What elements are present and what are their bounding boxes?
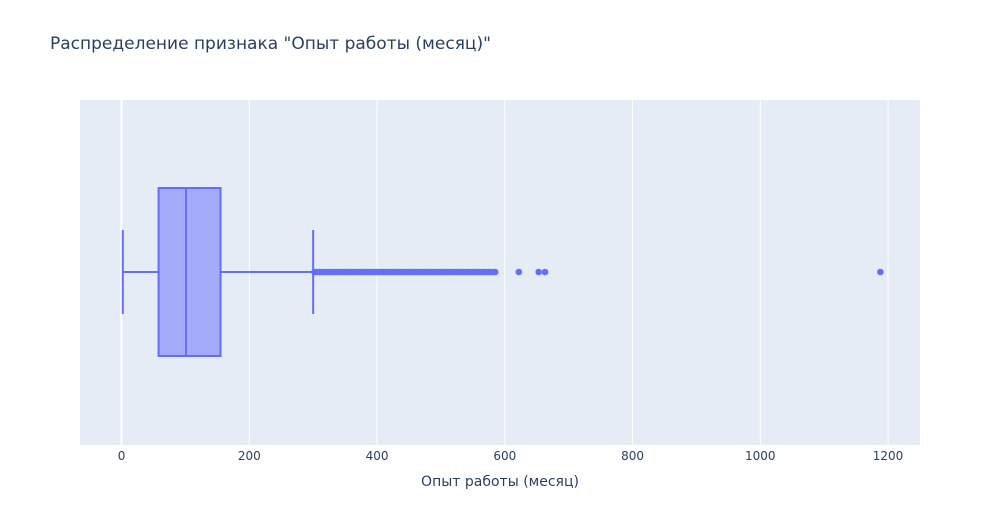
- outlier-point: [491, 268, 499, 276]
- x-tick-label: 200: [238, 449, 261, 463]
- interquartile-box: [157, 187, 222, 357]
- outlier-point: [515, 268, 523, 276]
- x-axis-title: Опыт работы (месяц): [421, 474, 579, 490]
- x-tick-label: 0: [118, 449, 126, 463]
- outlier-point: [877, 268, 884, 276]
- outlier-point: [535, 268, 542, 276]
- outlier-points: [311, 268, 884, 276]
- x-tick-labels: 0 200 400 600 800 1000 1200: [118, 449, 904, 463]
- x-tick-label: 400: [366, 449, 389, 463]
- x-tick-label: 800: [621, 449, 644, 463]
- box-trace: [121, 187, 315, 357]
- x-tick-label: 1000: [745, 449, 776, 463]
- outlier-point: [541, 268, 549, 276]
- chart-title: Распределение признака "Опыт работы (мес…: [50, 34, 491, 54]
- x-tick-label: 600: [493, 449, 516, 463]
- x-tick-label: 1200: [873, 449, 904, 463]
